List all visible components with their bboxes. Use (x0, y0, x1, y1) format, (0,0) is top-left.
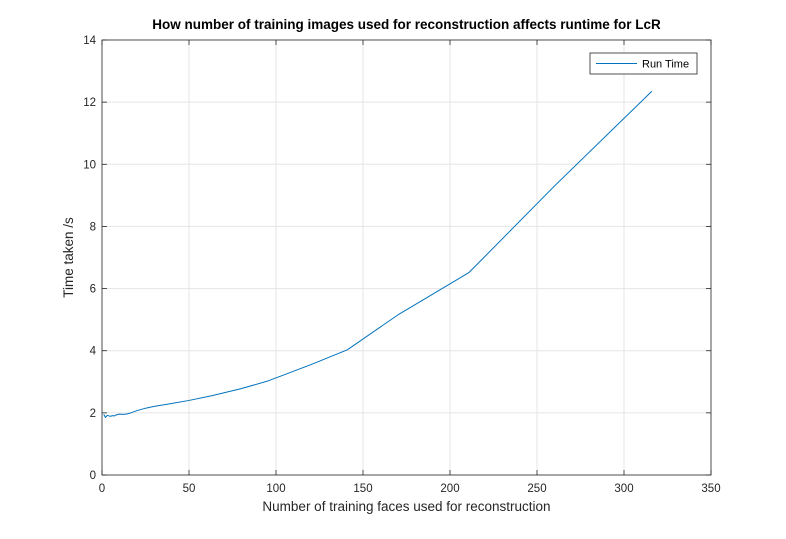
x-axis-label: Number of training faces used for recons… (262, 499, 550, 514)
grid (101, 39, 712, 476)
y-axis-label: Time taken /s (61, 217, 76, 298)
plot-area (101, 39, 712, 476)
y-tick-label: 4 (90, 346, 97, 358)
x-tick-label: 200 (440, 483, 459, 495)
legend-label-run-time: Run Time (642, 59, 689, 71)
legend-box (589, 52, 698, 75)
y-tick-label: 2 (90, 408, 96, 420)
x-tick-label: 350 (701, 483, 720, 495)
x-tick-label: 300 (614, 483, 633, 495)
series-line-run-time (103, 90, 653, 419)
series-layer (103, 90, 653, 419)
x-tick-label: 250 (527, 483, 546, 495)
y-tick-label: 6 (90, 284, 96, 296)
legend: Run Time (589, 52, 698, 75)
ticks: 0 50 100 150 200 250 300 350 0 2 4 6 8 10 12 14 (83, 35, 720, 495)
x-tick-label: 150 (353, 483, 372, 495)
x-tick-label: 0 (99, 483, 105, 495)
chart-title: How number of training images used for r… (152, 17, 661, 32)
y-tick-label: 12 (83, 97, 96, 109)
x-tick-label: 50 (183, 483, 196, 495)
y-tick-label: 8 (90, 221, 96, 233)
x-tick-label: 100 (266, 483, 285, 495)
y-tick-label: 14 (83, 35, 96, 47)
y-tick-label: 0 (90, 470, 96, 482)
y-tick-label: 10 (83, 159, 96, 171)
